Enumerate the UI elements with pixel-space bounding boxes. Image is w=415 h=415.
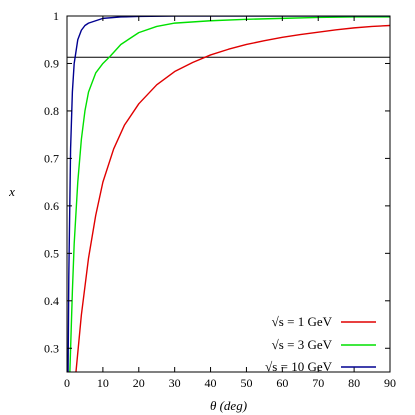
x-tick-label: 50 xyxy=(240,376,252,390)
x-axis-label: θ (deg) xyxy=(210,398,247,413)
y-tick-label: 0.4 xyxy=(44,294,59,308)
legend-label-3: √s = 10 GeV xyxy=(265,359,332,374)
x-tick-label: 30 xyxy=(169,376,181,390)
x-tick-label: 10 xyxy=(97,376,109,390)
x-tick-label: 70 xyxy=(312,376,324,390)
x-tick-label: 20 xyxy=(133,376,145,390)
y-tick-label: 0.3 xyxy=(44,341,59,355)
series-layer xyxy=(67,16,390,372)
y-tick-label: 0.9 xyxy=(44,56,59,70)
series-line-1 xyxy=(75,24,390,372)
y-tick-label: 1 xyxy=(53,9,59,23)
y-tick-label: 0.7 xyxy=(44,151,59,165)
legend-label-1: √s = 1 GeV xyxy=(272,314,333,329)
plot-frame xyxy=(66,15,391,373)
x-tick-label: 90 xyxy=(384,376,396,390)
series-line-2 xyxy=(69,16,390,372)
y-axis-label: x xyxy=(8,184,15,199)
x-tick-label: 60 xyxy=(276,376,288,390)
x-tick-label: 0 xyxy=(64,376,70,390)
x-tick-label: 40 xyxy=(205,376,217,390)
legend-label-2: √s = 3 GeV xyxy=(272,337,333,352)
y-tick-label: 0.5 xyxy=(44,246,59,260)
tick-layer: 0 10 20 30 40 50 60 70 80 90 0.3 0.4 0.5 0.6 0.7 0.8 0.9… xyxy=(44,9,396,390)
legend: √s = 1 GeV √s = 3 GeV √s = 10 GeV xyxy=(265,314,376,374)
y-tick-label: 0.8 xyxy=(44,104,59,118)
x-tick-label: 80 xyxy=(348,376,360,390)
series-line-3 xyxy=(67,16,390,372)
y-tick-label: 0.6 xyxy=(44,199,59,213)
